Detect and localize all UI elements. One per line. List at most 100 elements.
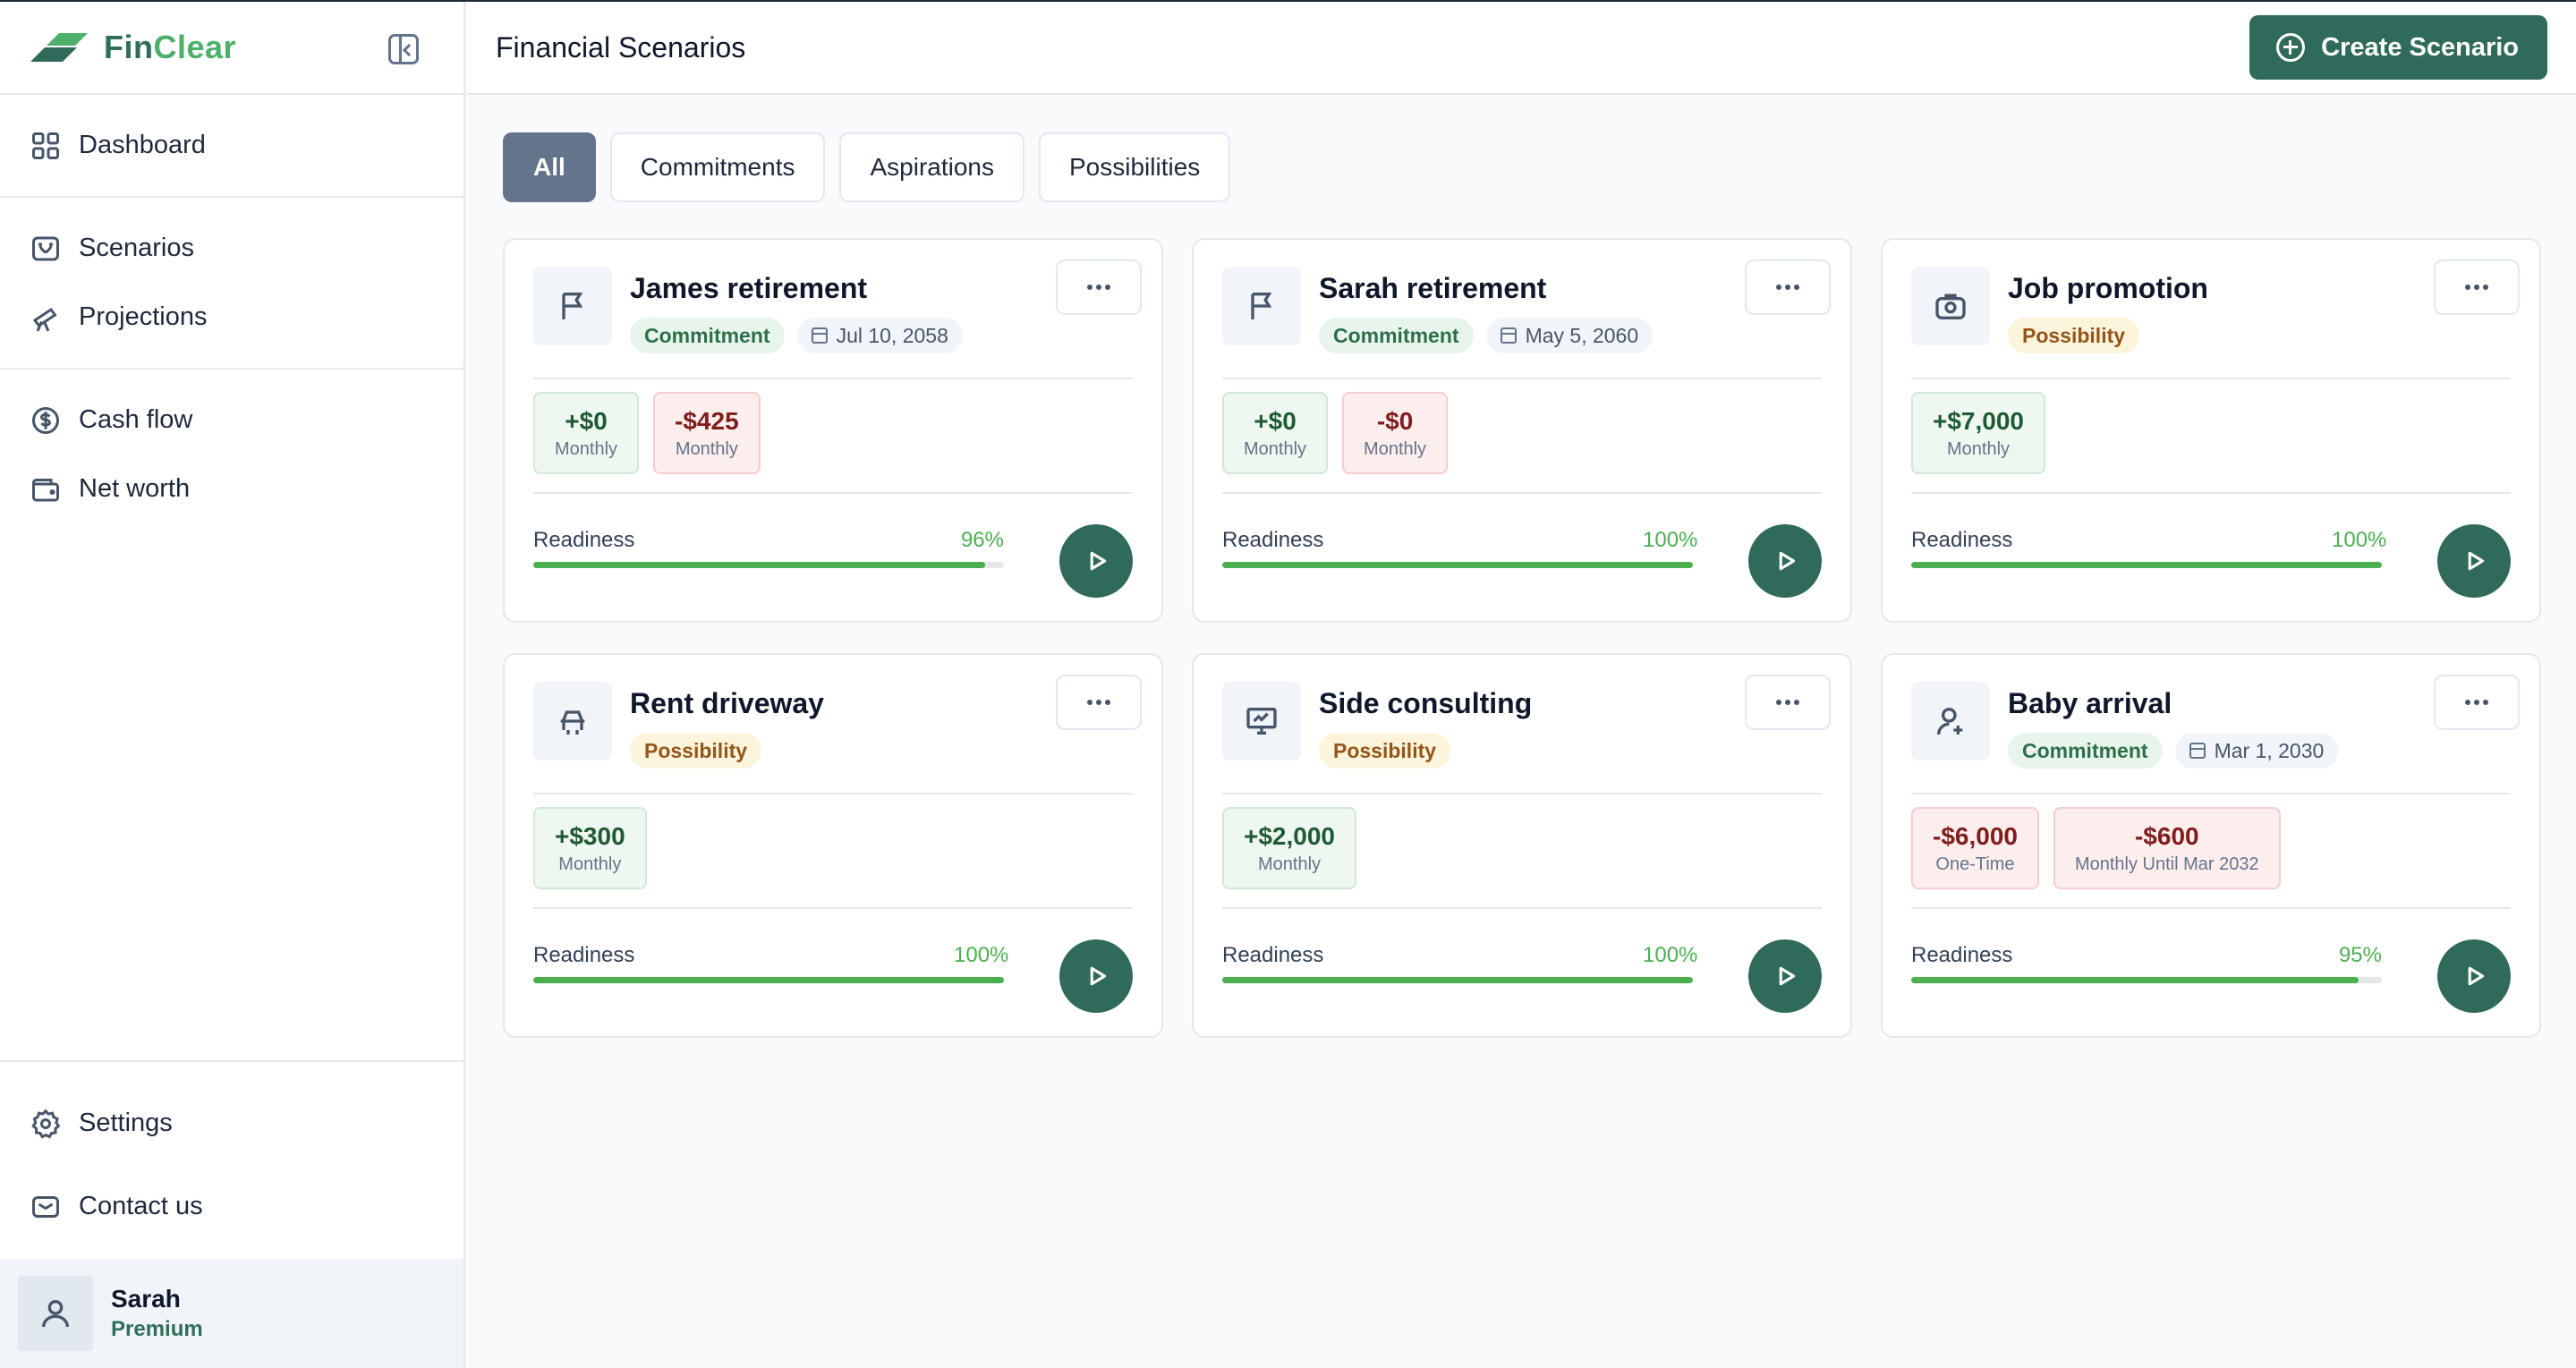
amount-chip: +$2,000 Monthly xyxy=(1222,807,1356,889)
sidebar-item-label: Projections xyxy=(79,302,208,331)
scenario-card-job-promotion[interactable]: Job promotion Possibility +$7,000 Monthly… xyxy=(1881,238,2541,623)
scenario-card-rent-driveway[interactable]: Rent driveway Possibility +$300 Monthly R… xyxy=(503,653,1163,1038)
avatar xyxy=(18,1276,93,1351)
card-heading: Side consulting Possibility xyxy=(1319,682,1532,769)
readiness-bar-fill xyxy=(1222,977,1693,983)
readiness-section: Readiness 100% xyxy=(1222,909,1822,1034)
filter-commitments[interactable]: Commitments xyxy=(609,132,826,202)
readiness-percent: 100% xyxy=(1643,528,1698,552)
nav-group-plan: Scenarios Projections xyxy=(0,198,463,370)
readiness-label: Readiness xyxy=(1911,943,2013,967)
play-icon xyxy=(1779,966,1796,986)
more-options-button[interactable] xyxy=(1745,259,1831,315)
gear-icon xyxy=(29,1107,63,1141)
card-header: Sarah retirement Commitment May 5, 2060 xyxy=(1222,267,1822,379)
readiness-percent: 100% xyxy=(2332,528,2387,552)
presentation-icon xyxy=(1222,682,1301,760)
filter-all[interactable]: All xyxy=(503,132,596,202)
amount-chip: +$0 Monthly xyxy=(533,392,640,474)
dot xyxy=(1794,285,1799,290)
card-header: Job promotion Possibility xyxy=(1911,267,2511,379)
amount-value: +$2,000 xyxy=(1244,821,1335,850)
run-scenario-button[interactable] xyxy=(1059,524,1133,598)
nav-group-money: Cash flow Net worth xyxy=(0,370,463,540)
dot xyxy=(1776,285,1781,290)
readiness-section: Readiness 100% xyxy=(1222,494,1822,619)
brand-name-clear: Clear xyxy=(153,29,237,65)
card-heading: Job promotion Possibility xyxy=(2008,267,2208,353)
dot xyxy=(2465,700,2470,705)
readiness-label: Readiness xyxy=(1222,528,1324,552)
calendar-icon xyxy=(2189,743,2206,759)
readiness-section: Readiness 96% xyxy=(533,494,1133,619)
run-scenario-button[interactable] xyxy=(1059,939,1133,1013)
run-scenario-button[interactable] xyxy=(1748,524,1822,598)
readiness-label: Readiness xyxy=(533,943,635,967)
user-info: Sarah Premium xyxy=(111,1285,203,1342)
user-plus-icon xyxy=(1911,682,1990,760)
more-options-button[interactable] xyxy=(2434,259,2520,315)
more-options-button[interactable] xyxy=(2434,675,2520,730)
collapse-sidebar-icon[interactable] xyxy=(388,34,419,64)
sidebar-item-settings[interactable]: Settings xyxy=(0,1082,463,1165)
readiness-percent: 95% xyxy=(2338,943,2382,967)
dollar-circle-icon xyxy=(29,404,63,438)
readiness-section: Readiness 100% xyxy=(533,909,1133,1034)
filter-possibilities[interactable]: Possibilities xyxy=(1039,132,1231,202)
card-tags: Commitment May 5, 2060 xyxy=(1319,318,1654,353)
user-profile[interactable]: Sarah Premium xyxy=(0,1259,463,1368)
scenario-card-baby-arrival[interactable]: Baby arrival Commitment Mar 1, 2030 -$6,0… xyxy=(1881,653,2541,1038)
card-amounts: -$6,000 One-Time -$600 Monthly Until Mar 20… xyxy=(1911,794,2511,909)
dot xyxy=(1087,285,1092,290)
date-badge: Mar 1, 2030 xyxy=(2174,733,2339,769)
flag-icon xyxy=(533,267,612,345)
user-plan: Premium xyxy=(111,1317,203,1341)
nav-group-main: Dashboard xyxy=(0,95,463,198)
wallet-icon xyxy=(29,472,63,506)
play-icon xyxy=(2468,551,2485,571)
dot xyxy=(1785,700,1790,705)
sidebar-bottom: Settings Contact us Sarah Premium xyxy=(0,1060,463,1368)
filter-aspirations[interactable]: Aspirations xyxy=(839,132,1024,202)
amount-period: Monthly xyxy=(1364,438,1427,459)
create-scenario-button[interactable]: Create Scenario xyxy=(2249,15,2547,80)
run-scenario-button[interactable] xyxy=(2437,524,2511,598)
readiness-percent: 100% xyxy=(954,943,1009,967)
card-heading: Sarah retirement Commitment May 5, 2060 xyxy=(1319,267,1654,353)
play-icon xyxy=(1779,551,1796,571)
type-badge: Commitment xyxy=(630,318,785,353)
readiness-bar xyxy=(1222,562,1693,568)
sidebar-item-cash-flow[interactable]: Cash flow xyxy=(0,386,463,455)
readiness-bar-fill xyxy=(533,562,985,568)
sidebar-item-net-worth[interactable]: Net worth xyxy=(0,455,463,523)
card-header: James retirement Commitment Jul 10, 2058 xyxy=(533,267,1133,379)
amount-chip: +$300 Monthly xyxy=(533,807,647,889)
run-scenario-button[interactable] xyxy=(2437,939,2511,1013)
sidebar-item-dashboard[interactable]: Dashboard xyxy=(0,111,463,180)
play-icon xyxy=(1090,551,1107,571)
sidebar-item-scenarios[interactable]: Scenarios xyxy=(0,214,463,283)
card-heading: Rent driveway Possibility xyxy=(630,682,824,769)
card-title: Rent driveway xyxy=(630,687,824,719)
more-options-button[interactable] xyxy=(1745,675,1831,730)
scenario-card-sarah-retirement[interactable]: Sarah retirement Commitment May 5, 2060 +… xyxy=(1192,238,1852,623)
dot xyxy=(1785,285,1790,290)
dot xyxy=(2474,700,2479,705)
calendar-icon xyxy=(1500,327,1517,344)
sidebar-item-projections[interactable]: Projections xyxy=(0,283,463,352)
readiness-bar xyxy=(533,977,1004,983)
type-badge: Possibility xyxy=(1319,733,1451,769)
amount-period: Monthly xyxy=(558,854,622,874)
run-scenario-button[interactable] xyxy=(1748,939,1822,1013)
nav-group-bottom: Settings Contact us xyxy=(0,1060,463,1259)
amount-period: Monthly xyxy=(555,438,618,459)
readiness-section: Readiness 100% xyxy=(1911,494,2511,619)
sidebar-item-contact-us[interactable]: Contact us xyxy=(0,1165,463,1248)
scenario-card-side-consulting[interactable]: Side consulting Possibility +$2,000 Month… xyxy=(1192,653,1852,1038)
amount-period: One-Time xyxy=(1935,854,2015,874)
scenario-card-james-retirement[interactable]: James retirement Commitment Jul 10, 2058 … xyxy=(503,238,1163,623)
more-options-button[interactable] xyxy=(1056,675,1142,730)
type-badge: Commitment xyxy=(2008,733,2163,769)
more-options-button[interactable] xyxy=(1056,259,1142,315)
plus-circle-icon xyxy=(2276,33,2306,62)
